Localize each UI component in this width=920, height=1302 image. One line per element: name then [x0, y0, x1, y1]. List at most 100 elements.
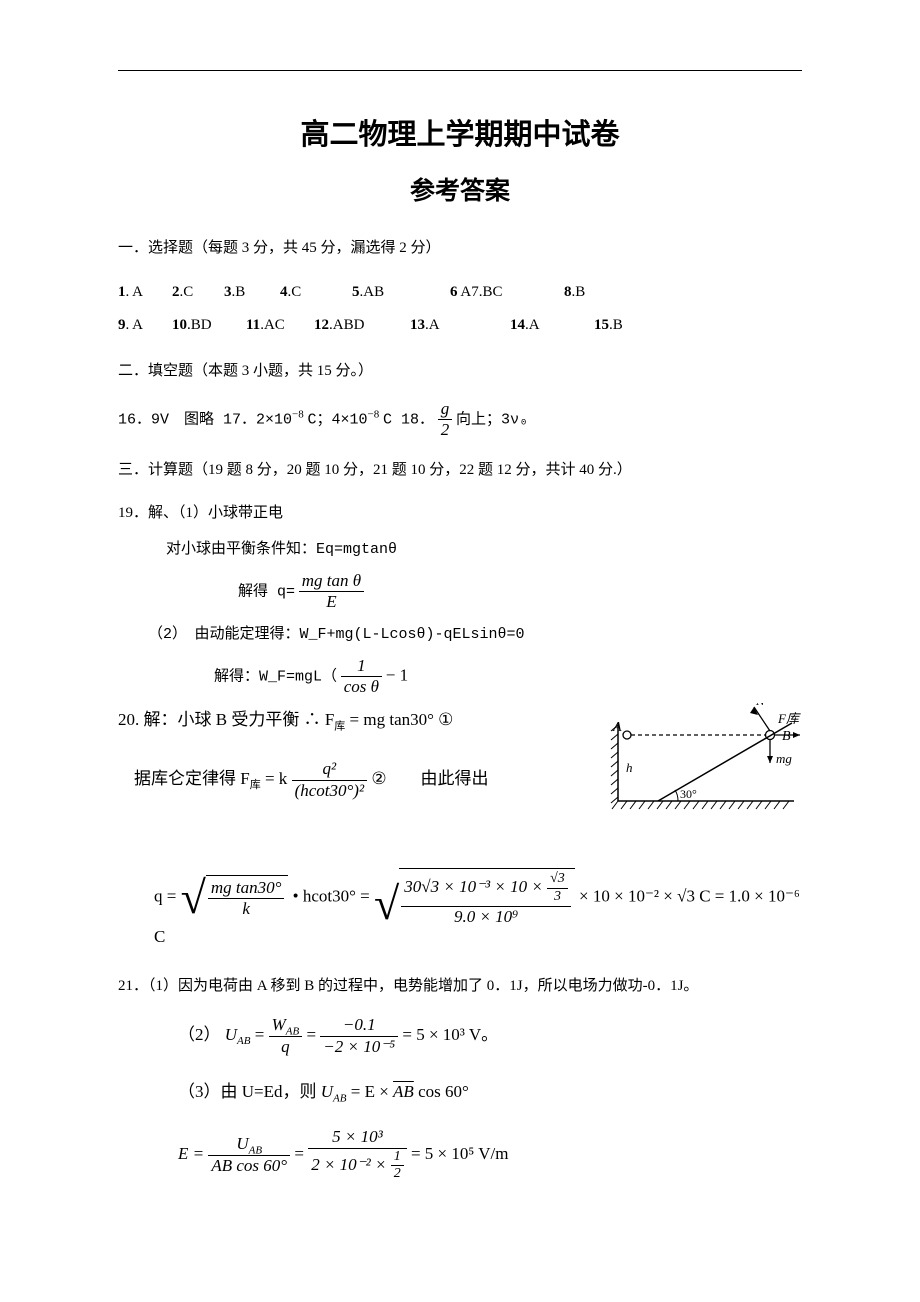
q20-frac: q² (hcot30°)² — [292, 759, 368, 801]
q20-rad2-num-a: 30√3 × 10⁻³ × 10 × — [404, 878, 547, 897]
q20-line2-post: ② 由此得出 — [371, 769, 488, 788]
q21-fracE-den-a: AB — [211, 1156, 232, 1175]
q19-line5-pre: 解得：W_F=mgL（ — [214, 668, 337, 685]
q18-frac-den: 2 — [438, 420, 453, 440]
answer-item: 4.C — [280, 276, 352, 309]
section1-heading: 一．选择题（每题 3 分，共 45 分，漏选得 2 分） — [118, 235, 802, 262]
q21-fracE-num: UAB — [208, 1134, 290, 1155]
q20-rad1-den: k — [208, 899, 285, 919]
q20-eq-left: q = — [154, 887, 181, 906]
q19-line5: 解得：W_F=mgL（ 1 cos θ − 1 — [118, 656, 802, 698]
q21-U: U — [225, 1025, 237, 1044]
q18-frac: g 2 — [438, 399, 453, 441]
q21-U2: U — [321, 1082, 333, 1101]
answer-item: 15.B — [594, 309, 654, 342]
q21-AB1: AB — [237, 1036, 250, 1048]
q21-eq2-tail: = 5 × 10³ V。 — [402, 1025, 498, 1044]
q20-eq-mid1: • hcot30° = — [293, 887, 374, 906]
force-diagram-svg: A B 30° N F库 mg h — [572, 703, 802, 833]
q21-fracE-den: AB cos 60° — [208, 1156, 290, 1176]
answer-item: 8.B — [564, 276, 644, 309]
answers-row-2: 9. A10.BD11.AC12.ABD13.A14.A15.B — [118, 309, 802, 342]
q21-E-mid: = — [294, 1144, 308, 1163]
q20-rad2-den: 9.0 × 10⁹ — [401, 907, 571, 927]
q19-line4-text: （2） 由动能定理得：W_F+mg(L-Lcosθ)-qELsinθ=0 — [148, 626, 525, 643]
svg-text:h: h — [626, 760, 633, 775]
q20-rad2-num: 30√3 × 10⁻³ × 10 × √3 3 — [401, 871, 571, 907]
q20-line1-pre: 20. 解：小球 B 受力平衡 ∴ F — [118, 710, 334, 729]
title-sub: 参考答案 — [118, 171, 802, 207]
q21-frac2-den: −2 × 10⁻⁵ — [320, 1037, 398, 1057]
q20-rad1-num: mg tan30° — [208, 878, 285, 899]
q18-tail: 向上；3ν₀ — [456, 411, 528, 428]
q21-part3: （3）由 U=Ed，则 UAB = E × AB cos 60° — [118, 1075, 802, 1109]
q19-frac2-den: cos θ — [341, 677, 382, 697]
q17-b: C；4×10 — [308, 411, 368, 428]
q21-frac-wq-den: q — [269, 1037, 303, 1057]
q21-frac2-num: −0.1 — [320, 1015, 398, 1036]
q18-a: 18． — [401, 411, 434, 428]
surd-icon: √ — [181, 875, 206, 921]
q19-line1: 19．解、（1）小球带正电 — [118, 498, 802, 528]
svg-text:mg: mg — [776, 751, 792, 766]
answer-item: 3.B — [224, 276, 280, 309]
q20-rad1-body: mg tan30° k — [206, 875, 289, 921]
q20-rad2: √ 30√3 × 10⁻³ × 10 × √3 3 9.0 × 10⁹ — [374, 868, 575, 927]
section2-heading: 二．填空题（本题 3 小题，共 15 分。） — [118, 358, 802, 385]
q21-E-pre: E = — [178, 1144, 208, 1163]
q20-line1-mid: = mg tan30° ① — [350, 710, 454, 729]
q16-18-line: 16．9V 图略 17．2×10−8 C；4×10−8 C 18． g 2 向上… — [118, 399, 802, 441]
q21-ABover: AB — [393, 1082, 414, 1101]
q19-line5-post: − 1 — [386, 665, 408, 684]
svg-text:F库: F库 — [777, 711, 801, 726]
q20-line2-sub: 库 — [250, 780, 261, 792]
title-main: 高二物理上学期期中试卷 — [118, 111, 802, 153]
answer-item: 2.C — [172, 276, 224, 309]
q19-line3: 解得 q= mg tan θ E — [118, 571, 802, 613]
q21-line1: 21．（1）因为电荷由 A 移到 B 的过程中，电势能增加了 0．1J，所以电场… — [118, 971, 802, 1001]
q16-text: 16．9V 图略 — [118, 411, 223, 428]
q21-fracE2-den: 2 × 10⁻² × 1 2 — [308, 1149, 407, 1184]
surd-icon: √ — [374, 881, 399, 927]
q19-frac1-num: mg tan θ — [299, 571, 364, 592]
q19-frac1: mg tan θ E — [299, 571, 364, 613]
q20-rad2-nf-den: 3 — [547, 889, 568, 906]
svg-text:30°: 30° — [680, 787, 697, 801]
answers-row-1: 1. A2.C3.B4.C5.AB6 A7.BC8.B — [118, 276, 802, 309]
answer-item: 6 A7.BC — [450, 276, 564, 309]
q19-line3-pre: 解得 q= — [238, 583, 295, 600]
q20-rad2-body: 30√3 × 10⁻³ × 10 × √3 3 9.0 × 10⁹ — [399, 868, 575, 927]
q20-line2-pre: 据库仑定律得 F — [134, 769, 250, 788]
top-rule — [118, 70, 802, 71]
answer-item: 1. A — [118, 276, 172, 309]
answer-item: 11.AC — [246, 309, 314, 342]
q18-frac-num: g — [438, 399, 453, 420]
page: 高二物理上学期期中试卷 参考答案 一．选择题（每题 3 分，共 45 分，漏选得… — [0, 0, 920, 1273]
q21-part3-pre: （3）由 U=Ed，则 — [178, 1082, 321, 1101]
svg-text:B: B — [782, 729, 791, 744]
q21-eq3-tail: cos 60° — [418, 1082, 469, 1101]
q20-line2-mid: = k — [265, 769, 292, 788]
q21-fracE2-num: 5 × 10³ — [308, 1127, 407, 1148]
answer-item: 14.A — [510, 309, 594, 342]
q20-line1-sub: 库 — [334, 721, 345, 733]
q21-part2-pre: （2） — [178, 1025, 221, 1044]
q21-AB2: AB — [333, 1093, 346, 1105]
q19-frac1-den: E — [299, 592, 364, 612]
q19-frac2: 1 cos θ — [341, 656, 382, 698]
q21-frac-wq-num: WAB — [269, 1015, 303, 1036]
svg-text:A: A — [612, 720, 622, 735]
answer-item: 12.ABD — [314, 309, 410, 342]
svg-text:N: N — [755, 703, 766, 708]
q21-fracE2-den-a: 2 × 10⁻² × — [311, 1155, 391, 1174]
q21-eq2-m2: = — [306, 1025, 320, 1044]
q17-exp2: −8 — [368, 408, 380, 420]
q21-eqE: E = UAB AB cos 60° = 5 × 10³ 2 × 10⁻² × … — [118, 1127, 802, 1183]
answer-item: 13.A — [410, 309, 510, 342]
answer-item: 10.BD — [172, 309, 246, 342]
answer-item: 9. A — [118, 309, 172, 342]
q19-line2: 对小球由平衡条件知：Eq=mgtanθ — [118, 534, 802, 565]
q21-eq2-m1: = — [255, 1025, 269, 1044]
q17-exp1: −8 — [292, 408, 304, 420]
q19-line2-text: 对小球由平衡条件知：Eq=mgtanθ — [166, 541, 397, 558]
